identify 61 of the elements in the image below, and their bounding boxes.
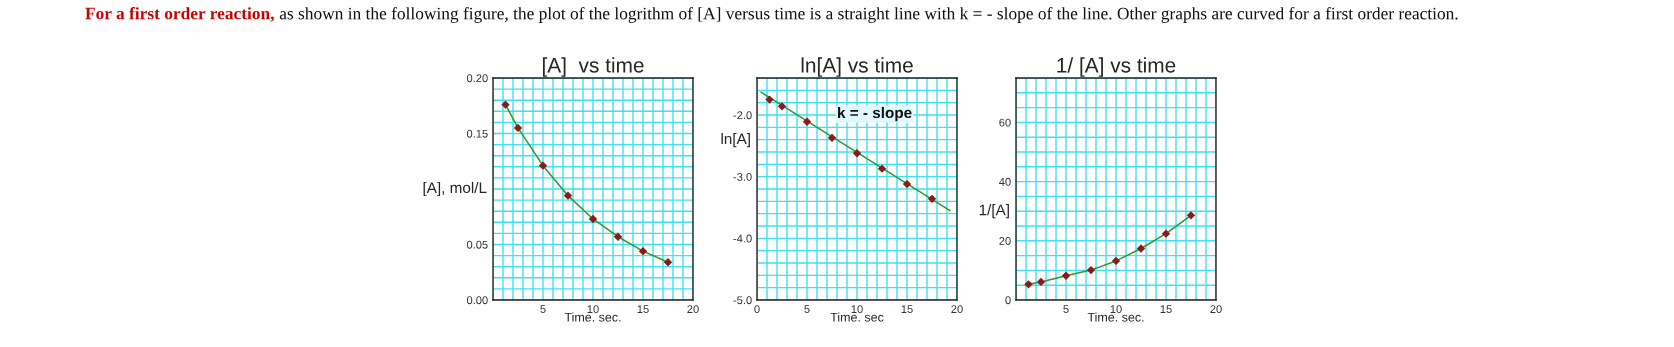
chart-title: [A] vs time (542, 57, 644, 77)
point (1086, 265, 1096, 275)
point (513, 123, 523, 133)
point (802, 117, 812, 126)
y-tick-label: -5.0 (733, 296, 752, 305)
point (1136, 244, 1146, 253)
y-tick-label: 60 (999, 118, 1011, 127)
y-axis-title: ln[A] (721, 133, 750, 148)
y-tick-label: 40 (999, 177, 1011, 186)
point (501, 100, 510, 109)
point (1161, 229, 1171, 238)
point (1061, 271, 1071, 280)
point (827, 133, 837, 142)
x-tick-label: 10 (851, 305, 863, 314)
annotation: k = - slope (838, 106, 912, 122)
point (765, 95, 774, 104)
point (1186, 211, 1196, 220)
point (613, 232, 623, 241)
y-tick-label: 0 (1005, 296, 1011, 305)
x-tick-label: 5 (540, 305, 546, 314)
y-tick-label: 0.20 (466, 74, 488, 83)
x-tick-label: 15 (901, 305, 913, 314)
chart-title: ln[A] vs time (801, 57, 913, 77)
point (538, 161, 548, 170)
x-axis-title: Time. sec. (564, 312, 621, 322)
x-tick-label: 20 (951, 305, 963, 314)
y-tick-label: -2.0 (733, 111, 752, 120)
y-axis-title: 1/[A] (979, 204, 1009, 219)
chart-title: 1/ [A] vs time (1057, 57, 1176, 77)
x-tick-label: 15 (1160, 305, 1172, 314)
point (877, 164, 887, 173)
y-tick-label: -3.0 (733, 172, 752, 181)
point (1111, 256, 1121, 266)
y-tick-label: 0.15 (466, 129, 488, 138)
x-tick-label: 0 (754, 305, 760, 314)
point (1036, 277, 1046, 287)
x-axis-title: Time. sec (830, 312, 884, 322)
y-tick-label: 20 (999, 237, 1011, 245)
point (663, 258, 673, 267)
x-tick-label: 10 (1110, 305, 1122, 314)
point (588, 214, 598, 224)
point (927, 194, 937, 204)
x-tick-label: 20 (1210, 305, 1222, 314)
y-tick-label: 0.05 (466, 240, 488, 249)
point (1024, 280, 1033, 289)
x-axis-title: Time. sec. (1087, 312, 1144, 322)
text: For a first order reaction, (85, 6, 274, 22)
x-tick-label: 5 (804, 305, 810, 314)
point (563, 191, 573, 200)
x-tick-label: 5 (1063, 305, 1069, 314)
point (902, 179, 912, 189)
y-axis-title: [A], mol/L (423, 181, 487, 197)
y-tick-label: -4.0 (733, 234, 752, 243)
text: as shown in the following figure, the plot of the logrithm of [A] versus time is a straight line with k = - slope of the line. Other graphs are curved for a first order reaction. (279, 7, 1458, 23)
point (777, 102, 787, 111)
point (852, 149, 862, 158)
x-tick-label: 10 (587, 305, 599, 314)
x-tick-label: 20 (687, 305, 699, 314)
point (638, 246, 648, 256)
y-tick-label: 0.00 (466, 296, 488, 305)
x-tick-label: 15 (637, 305, 649, 314)
